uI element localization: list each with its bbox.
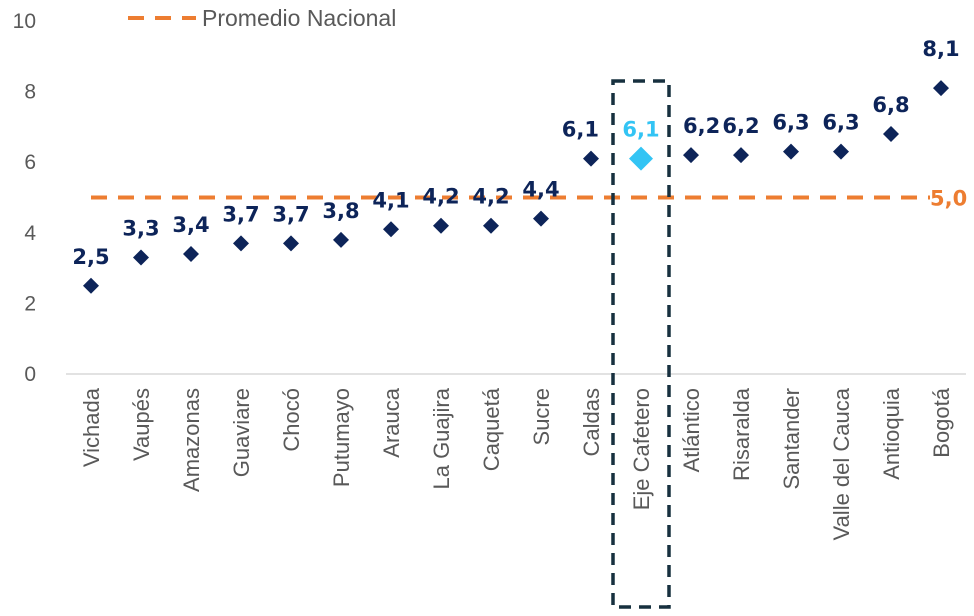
data-label: 4,1 (372, 188, 409, 212)
marker (533, 210, 549, 227)
marker (133, 249, 149, 266)
y-tick-label: 2 (24, 292, 36, 315)
data-label: 3,4 (172, 213, 209, 237)
data-label: 6,1 (562, 118, 599, 142)
marker (883, 125, 899, 142)
legend-label: Promedio Nacional (202, 5, 396, 31)
marker (683, 147, 699, 164)
marker (583, 150, 599, 167)
x-tick-label: Santander (779, 388, 804, 490)
y-tick-label: 4 (24, 222, 36, 245)
x-tick-label: Sucre (529, 388, 554, 445)
highlight-box (611, 79, 671, 609)
data-label: 3,7 (272, 202, 309, 226)
data-label: 3,8 (322, 199, 359, 223)
marker (283, 235, 299, 252)
x-tick-label: Guaviare (229, 388, 254, 477)
x-axis-ticks: Vichada Vaupés Amazonas Guaviare Chocó Putuma… (79, 387, 954, 540)
data-label: 3,7 (222, 202, 259, 226)
marker (933, 80, 949, 97)
marker (433, 217, 449, 234)
data-label: 6,8 (872, 93, 909, 117)
x-tick-label: Caquetá (479, 387, 504, 471)
data-label: 6,3 (772, 111, 809, 135)
data-label: 6,1 (622, 118, 659, 142)
marker (833, 143, 849, 160)
data-label: 4,4 (522, 178, 559, 202)
data-label: 6,2 (683, 114, 720, 138)
x-tick-label: Vaupés (129, 388, 154, 461)
y-tick-label: 10 (13, 10, 36, 33)
data-label: 3,3 (122, 217, 159, 241)
x-tick-label: Atlántico (679, 388, 704, 472)
marker (183, 245, 199, 262)
marker (83, 277, 99, 294)
data-markers (83, 80, 949, 294)
x-tick-label: La Guajira (429, 387, 454, 489)
x-tick-label: Caldas (579, 388, 604, 456)
marker (783, 143, 799, 160)
marker (333, 231, 349, 248)
y-tick-label: 8 (24, 81, 36, 104)
marker (383, 221, 399, 238)
y-tick-label: 6 (24, 151, 36, 174)
data-label: 4,2 (472, 185, 509, 209)
y-axis-ticks: 0 2 4 6 8 10 (13, 10, 37, 386)
data-label: 6,3 (822, 111, 859, 135)
x-tick-label: Chocó (279, 388, 304, 452)
x-tick-label: Amazonas (179, 388, 204, 492)
x-tick-label: Bogotá (929, 387, 954, 457)
x-tick-label: Putumayo (329, 388, 354, 487)
x-tick-label: Risaralda (729, 387, 754, 481)
x-tick-label: Valle del Cauca (829, 387, 854, 540)
x-tick-label: Antioquia (879, 387, 904, 480)
marker (233, 235, 249, 252)
marker-highlight (629, 146, 653, 171)
data-label: 6,2 (722, 114, 759, 138)
x-tick-label: Arauca (379, 387, 404, 457)
marker (483, 217, 499, 234)
data-label: 2,5 (72, 245, 109, 269)
y-tick-label: 0 (24, 363, 36, 386)
reference-label: 5,0 (930, 187, 967, 211)
marker (733, 147, 749, 164)
data-label: 4,2 (422, 185, 459, 209)
x-tick-label: Eje Cafetero (629, 388, 654, 510)
data-labels: 2,53,3 3,4 3,7 3,7 3,8 4,1 4,2 4,2 4,46,1 6,1 6,2 6… (72, 37, 959, 269)
legend: Promedio Nacional (128, 5, 396, 31)
data-label: 8,1 (922, 37, 959, 61)
x-tick-label: Vichada (79, 387, 104, 467)
